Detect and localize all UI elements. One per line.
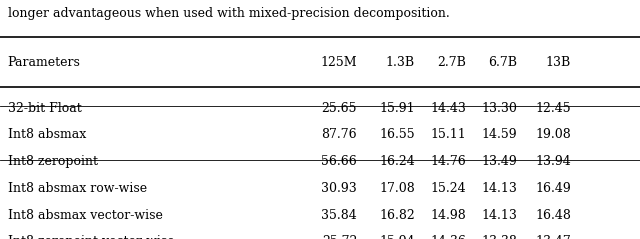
Text: Int8 zeropoint: Int8 zeropoint xyxy=(8,155,98,168)
Text: 14.43: 14.43 xyxy=(430,102,466,114)
Text: 14.98: 14.98 xyxy=(430,209,466,222)
Text: 13.47: 13.47 xyxy=(535,235,571,239)
Text: 19.08: 19.08 xyxy=(535,128,571,141)
Text: 87.76: 87.76 xyxy=(321,128,357,141)
Text: 2.7B: 2.7B xyxy=(437,56,466,69)
Text: 16.49: 16.49 xyxy=(535,182,571,195)
Text: 17.08: 17.08 xyxy=(379,182,415,195)
Text: 25.65: 25.65 xyxy=(322,102,357,114)
Text: 13.30: 13.30 xyxy=(481,102,517,114)
Text: 13.38: 13.38 xyxy=(481,235,517,239)
Text: 16.55: 16.55 xyxy=(379,128,415,141)
Text: 16.48: 16.48 xyxy=(535,209,571,222)
Text: 15.24: 15.24 xyxy=(430,182,466,195)
Text: 14.59: 14.59 xyxy=(481,128,517,141)
Text: Int8 absmax: Int8 absmax xyxy=(8,128,86,141)
Text: 14.13: 14.13 xyxy=(481,182,517,195)
Text: 6.7B: 6.7B xyxy=(488,56,517,69)
Text: 56.66: 56.66 xyxy=(321,155,357,168)
Text: 13.49: 13.49 xyxy=(481,155,517,168)
Text: 13B: 13B xyxy=(546,56,571,69)
Text: Int8 absmax row-wise: Int8 absmax row-wise xyxy=(8,182,147,195)
Text: Int8 absmax vector-wise: Int8 absmax vector-wise xyxy=(8,209,163,222)
Text: 14.36: 14.36 xyxy=(430,235,466,239)
Text: Int8 zeropoint vector-wise: Int8 zeropoint vector-wise xyxy=(8,235,174,239)
Text: 16.24: 16.24 xyxy=(379,155,415,168)
Text: 14.76: 14.76 xyxy=(430,155,466,168)
Text: 35.84: 35.84 xyxy=(321,209,357,222)
Text: 13.94: 13.94 xyxy=(535,155,571,168)
Text: 15.94: 15.94 xyxy=(379,235,415,239)
Text: 125M: 125M xyxy=(321,56,357,69)
Text: 15.91: 15.91 xyxy=(379,102,415,114)
Text: 12.45: 12.45 xyxy=(535,102,571,114)
Text: longer advantageous when used with mixed-precision decomposition.: longer advantageous when used with mixed… xyxy=(8,7,449,20)
Text: 1.3B: 1.3B xyxy=(385,56,415,69)
Text: Parameters: Parameters xyxy=(8,56,81,69)
Text: 32-bit Float: 32-bit Float xyxy=(8,102,81,114)
Text: 30.93: 30.93 xyxy=(321,182,357,195)
Text: 15.11: 15.11 xyxy=(430,128,466,141)
Text: 14.13: 14.13 xyxy=(481,209,517,222)
Text: 25.72: 25.72 xyxy=(322,235,357,239)
Text: 16.82: 16.82 xyxy=(379,209,415,222)
